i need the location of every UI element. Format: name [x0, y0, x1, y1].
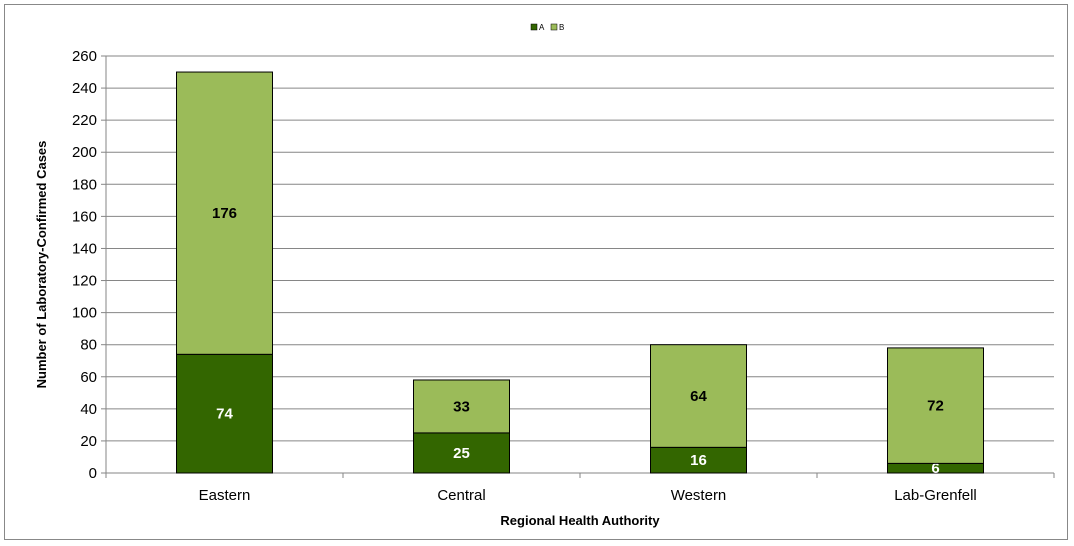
y-tick-label: 80 — [80, 337, 97, 354]
y-tick-label: 100 — [72, 305, 97, 322]
y-tick-label: 140 — [72, 240, 97, 257]
data-label: 33 — [453, 398, 470, 415]
bar-a[interactable] — [176, 353, 273, 474]
legend-swatch — [550, 23, 558, 31]
bar-b[interactable] — [413, 379, 510, 434]
data-label: 74 — [216, 406, 233, 423]
x-category-label: Central — [437, 487, 485, 504]
bar-a[interactable] — [413, 432, 510, 474]
x-category-label: Lab-Grenfell — [894, 487, 977, 504]
x-axis-title: Regional Health Authority — [500, 513, 660, 528]
y-tick-label: 120 — [72, 273, 97, 290]
bar-a[interactable] — [650, 446, 747, 474]
y-tick-label: 240 — [72, 80, 97, 97]
y-tick-label: 180 — [72, 176, 97, 193]
y-tick-label: 40 — [80, 401, 97, 418]
y-tick-label: 220 — [72, 112, 97, 129]
legend-label: A — [539, 23, 545, 32]
data-label: 64 — [690, 388, 707, 405]
y-tick-label: 20 — [80, 433, 97, 450]
y-axis-title: Number of Laboratory-Confirmed Cases — [34, 141, 49, 389]
y-tick-label: 200 — [72, 144, 97, 161]
y-tick-label: 0 — [89, 465, 97, 482]
bar-b[interactable] — [887, 347, 984, 464]
legend-swatch — [530, 23, 538, 31]
data-label: 6 — [931, 460, 939, 477]
data-label: 72 — [927, 398, 944, 415]
y-tick-label: 60 — [80, 369, 97, 386]
data-label: 16 — [690, 452, 707, 469]
bar-b[interactable] — [650, 344, 747, 448]
y-tick-label: 260 — [72, 48, 97, 65]
legend-label: B — [559, 23, 564, 32]
x-category-label: Eastern — [199, 487, 251, 504]
data-label: 25 — [453, 445, 470, 462]
bar-b[interactable] — [176, 71, 273, 355]
data-label: 176 — [212, 205, 237, 222]
y-tick-label: 160 — [72, 208, 97, 225]
x-category-label: Western — [671, 487, 727, 504]
